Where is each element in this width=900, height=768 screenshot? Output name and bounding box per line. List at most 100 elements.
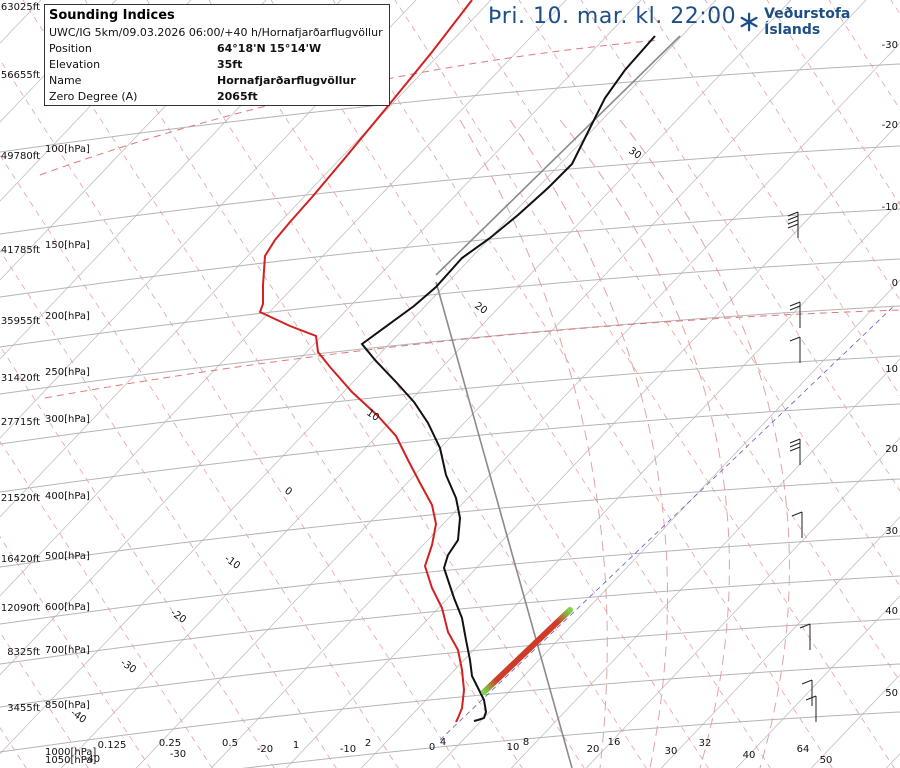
dry-adiabat-line bbox=[394, 0, 895, 768]
bottom-axis-label: 8 bbox=[523, 737, 529, 748]
dry-adiabat-line bbox=[580, 0, 900, 492]
sounding-indices-box: Sounding Indices UWC/IG 5km/09.03.2026 0… bbox=[44, 4, 390, 106]
altitude-label: 8325ft bbox=[7, 647, 40, 658]
bottom-axis-label: 0.125 bbox=[98, 740, 127, 751]
isotherm-label: 20 bbox=[472, 300, 489, 316]
right-axis-label: 50 bbox=[885, 688, 898, 699]
isobar-line bbox=[0, 145, 900, 235]
pressure-label: 700[hPa] bbox=[45, 645, 90, 656]
bottom-axis-label: 4 bbox=[440, 737, 446, 748]
isotherm-line bbox=[0, 0, 567, 597]
bottom-axis-label: 32 bbox=[699, 738, 712, 749]
wind-barb bbox=[799, 623, 811, 650]
barb-flag bbox=[789, 438, 801, 444]
profile-layer bbox=[258, 0, 681, 768]
altitude-label: 16420ft bbox=[1, 554, 40, 565]
isobar-line bbox=[0, 305, 900, 395]
isotherm-line bbox=[585, 437, 900, 768]
bottom-axis-label: -40 bbox=[84, 754, 100, 765]
brand-logo[interactable]: Veðurstofa Íslands bbox=[738, 6, 900, 38]
info-value: 64°18'N 15°14'W bbox=[217, 42, 322, 55]
isotherm-line bbox=[0, 0, 117, 123]
altitude-label: 63025ft bbox=[1, 2, 40, 13]
barb-flag bbox=[789, 336, 801, 342]
info-title: Sounding Indices bbox=[49, 8, 175, 23]
info-value: 35ft bbox=[217, 58, 243, 71]
hodograph-segment bbox=[481, 607, 573, 695]
pressure-label: 1050[hPa] bbox=[45, 755, 96, 766]
barb-flag bbox=[789, 442, 801, 448]
bottom-axis-label: -30 bbox=[170, 749, 186, 760]
dry-adiabat-line bbox=[704, 0, 900, 301]
altitude-label: 41785ft bbox=[1, 245, 40, 256]
info-value: Hornafjarðarflugvöllur bbox=[217, 74, 356, 87]
isobar-line bbox=[0, 478, 900, 568]
altitude-label: 3455ft bbox=[7, 703, 40, 714]
isobar-line bbox=[0, 208, 900, 298]
altitude-label: 49780ft bbox=[1, 151, 40, 162]
isobar-line bbox=[0, 258, 900, 348]
info-key: Name bbox=[49, 74, 82, 87]
moist-adiabat-curve bbox=[619, 119, 790, 768]
moist-adiabat-curve bbox=[509, 119, 668, 768]
dry-adiabat-line bbox=[518, 0, 900, 587]
barb-flag bbox=[805, 695, 817, 701]
isobar-line bbox=[0, 63, 900, 153]
isobar-line bbox=[0, 403, 900, 493]
dry-adiabat-line bbox=[456, 0, 900, 683]
wind-barb bbox=[791, 511, 803, 538]
dry-adiabat-line bbox=[0, 631, 89, 768]
dry-adiabat-line bbox=[766, 0, 900, 206]
right-axis-label: -10 bbox=[882, 202, 898, 213]
pressure-label: 200[hPa] bbox=[45, 311, 90, 322]
right-axis-label: -20 bbox=[882, 120, 898, 131]
dry-adiabat-line bbox=[0, 59, 461, 768]
bottom-axis-label: 0.5 bbox=[222, 738, 238, 749]
bottom-axis-label: 10 bbox=[507, 742, 520, 753]
moist-adiabat-curve bbox=[559, 119, 730, 768]
isotherm-line bbox=[0, 0, 342, 360]
dry-adiabat-line bbox=[270, 0, 771, 768]
info-value: 2065ft bbox=[217, 90, 258, 103]
isotherm-label: 30 bbox=[626, 145, 643, 161]
pressure-label: 150[hPa] bbox=[45, 240, 90, 251]
pressure-label: 100[hPa] bbox=[45, 144, 90, 155]
isotherm-line bbox=[135, 0, 867, 768]
isobar-line bbox=[0, 618, 900, 708]
right-axis-label: 0 bbox=[892, 278, 898, 289]
barb-flag bbox=[791, 511, 803, 517]
bottom-axis-label: 1 bbox=[293, 740, 299, 751]
info-subtitle: UWC/IG 5km/09.03.2026 06:00/+40 h/Hornaf… bbox=[49, 26, 383, 39]
info-row-elevation: Elevation 35ft bbox=[49, 57, 385, 73]
isobar-line bbox=[241, 711, 900, 768]
wind-barbs bbox=[787, 211, 817, 722]
bottom-axis-label: 30 bbox=[665, 746, 678, 757]
isotherm-line bbox=[660, 516, 900, 768]
isotherm-line bbox=[0, 0, 642, 676]
dewpoint-profile-line bbox=[360, 35, 656, 722]
isotherm-line bbox=[885, 753, 900, 768]
isotherm-label: 10 bbox=[364, 407, 381, 423]
altitude-label: 12090ft bbox=[1, 603, 40, 614]
dry-adiabat-line bbox=[208, 0, 709, 768]
altitude-label: 31420ft bbox=[1, 373, 40, 384]
isotherm-line bbox=[285, 121, 900, 768]
isotherm-line bbox=[360, 200, 900, 768]
barb-flag bbox=[787, 223, 799, 229]
tropopause-line bbox=[44, 309, 900, 399]
dry-adiabat-reference bbox=[435, 35, 681, 276]
isotherm-line bbox=[60, 0, 792, 768]
isobar-line bbox=[0, 535, 900, 625]
bottom-axis-label: 2 bbox=[365, 738, 371, 749]
bottom-axis-label: 0 bbox=[429, 742, 435, 753]
isotherm-label: -30 bbox=[118, 657, 138, 675]
isobar-line bbox=[0, 575, 900, 665]
brand-name: Veðurstofa Íslands bbox=[764, 6, 851, 38]
dry-adiabat-line bbox=[22, 0, 523, 768]
right-axis-label: 10 bbox=[885, 364, 898, 375]
bottom-axis-label: 0.25 bbox=[159, 738, 181, 749]
altitude-label: 27715ft bbox=[1, 417, 40, 428]
wind-barb bbox=[805, 695, 817, 722]
